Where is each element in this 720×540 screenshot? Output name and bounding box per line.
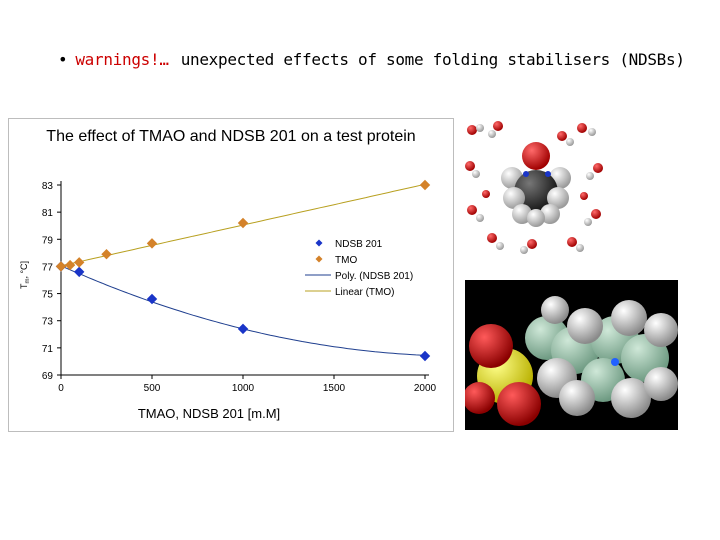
- y-tick-label: 81: [42, 208, 54, 219]
- tmao-water-molecular-model-image: [462, 118, 607, 258]
- tmo-data-point: [419, 179, 431, 191]
- tmo-data-point: [237, 217, 249, 229]
- chart-title: The effect of TMAO and NDSB 201 on a tes…: [46, 128, 416, 145]
- tmo-data-point: [55, 261, 67, 272]
- y-axis-label: Tm, °C]: [19, 261, 31, 289]
- x-tick-label: 0: [58, 383, 64, 394]
- x-tick-label: 1500: [323, 383, 346, 394]
- water-molecules: [465, 121, 603, 254]
- ndsb-data-point: [146, 293, 158, 305]
- tmo-data-point: [101, 249, 112, 260]
- y-tick-label: 73: [42, 317, 54, 328]
- legend-label: Linear (TMO): [335, 287, 394, 298]
- ndsb-data-point: [237, 323, 249, 335]
- legend-label: Poly. (NDSB 201): [335, 271, 413, 282]
- y-tick-label: 69: [42, 371, 54, 382]
- tmo-data-point: [146, 238, 158, 249]
- bullet-glyph: •: [58, 50, 68, 69]
- ndsb-data-point: [73, 266, 85, 278]
- y-tick-label: 77: [42, 262, 54, 273]
- chart-plot: 69 71 73 75 77 79 81 83 0 500 1000 1500 2000 TMAO, ND…: [19, 179, 437, 421]
- legend-label: TMO: [335, 255, 357, 266]
- legend-marker: [315, 255, 323, 263]
- x-tick-label: 1000: [232, 383, 255, 394]
- y-tick-label: 71: [42, 344, 54, 355]
- y-tick-label: 79: [42, 235, 54, 246]
- tmo-data-point: [73, 257, 85, 268]
- ndsb201-space-filling-model-image: [465, 280, 678, 430]
- ndsb-data-point: [419, 350, 431, 362]
- slide-heading: • warnings!… unexpected effects of some fo…: [58, 50, 685, 69]
- y-tick-label: 75: [42, 290, 54, 301]
- y-tick-label: 83: [42, 181, 54, 192]
- tmo-data-point: [64, 259, 76, 271]
- tmao-molecule: [501, 142, 571, 227]
- legend-label: NDSB 201: [335, 239, 383, 250]
- x-axis-label: TMAO, NDSB 201 [m.M]: [138, 406, 280, 421]
- heading-text: unexpected effects of some folding stabi…: [180, 50, 685, 69]
- x-tick-label: 500: [144, 383, 161, 394]
- chart-panel: The effect of TMAO and NDSB 201 on a tes…: [8, 118, 454, 432]
- x-tick-label: 2000: [414, 383, 437, 394]
- legend-box: [297, 235, 413, 303]
- warning-label: warnings!…: [75, 50, 169, 69]
- legend-marker: [315, 239, 323, 247]
